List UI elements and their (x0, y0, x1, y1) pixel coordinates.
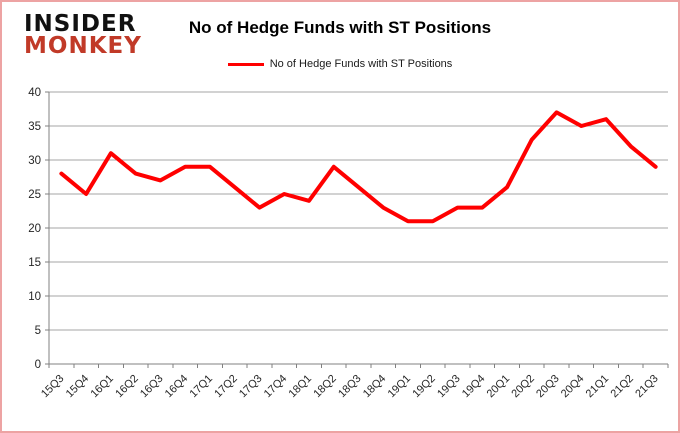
x-tick-label: 21Q3 (633, 373, 661, 401)
x-tick-label: 15Q3 (39, 373, 67, 401)
legend: No of Hedge Funds with ST Positions (2, 58, 678, 70)
x-tick-label: 19Q1 (386, 373, 414, 401)
x-tick-label: 19Q4 (460, 373, 488, 401)
x-tick-label: 16Q1 (88, 373, 116, 401)
y-tick-label: 5 (35, 325, 41, 337)
x-tick-label: 18Q3 (336, 373, 364, 401)
chart-title: No of Hedge Funds with ST Positions (188, 18, 492, 37)
y-tick-label: 20 (28, 223, 41, 235)
x-tick-label: 18Q4 (361, 373, 389, 401)
series-line (59, 110, 658, 224)
x-tick-label: 20Q1 (485, 373, 513, 401)
x-tick-label: 19Q3 (435, 373, 463, 401)
x-tick-label: 18Q1 (287, 373, 315, 401)
y-tick-label: 10 (28, 291, 41, 303)
x-tick-label: 21Q1 (584, 373, 612, 401)
x-tick-label: 20Q2 (509, 373, 537, 401)
x-tick-label: 17Q2 (212, 373, 240, 401)
logo-line2: MONKEY (24, 32, 142, 59)
x-tick-label: 19Q2 (410, 373, 438, 401)
y-tick-label: 35 (28, 121, 41, 133)
y-tick-label: 30 (28, 155, 41, 167)
logo-line1: INSIDER (24, 11, 137, 37)
legend-label: No of Hedge Funds with ST Positions (269, 58, 453, 70)
y-tick-label: 40 (28, 87, 41, 99)
x-tick-label: 15Q4 (64, 373, 92, 401)
y-tick-label: 0 (35, 359, 41, 371)
x-tick-label: 17Q3 (237, 373, 265, 401)
x-tick-label: 17Q4 (262, 373, 290, 401)
x-tick-label: 16Q4 (163, 373, 191, 401)
y-tick-label: 25 (28, 189, 41, 201)
x-tick-label: 20Q4 (559, 373, 587, 401)
x-tick-label: 16Q3 (138, 373, 166, 401)
x-tick-label: 20Q3 (534, 373, 562, 401)
x-tick-label: 17Q1 (188, 373, 216, 401)
x-tick-label: 16Q2 (113, 373, 141, 401)
insider-monkey-logo: INSIDER MONKEY (24, 11, 142, 59)
x-tick-label: 21Q2 (608, 373, 636, 401)
x-tick-label: 18Q2 (311, 373, 339, 401)
y-tick-label: 15 (28, 257, 41, 269)
legend-line-marker (227, 62, 264, 66)
